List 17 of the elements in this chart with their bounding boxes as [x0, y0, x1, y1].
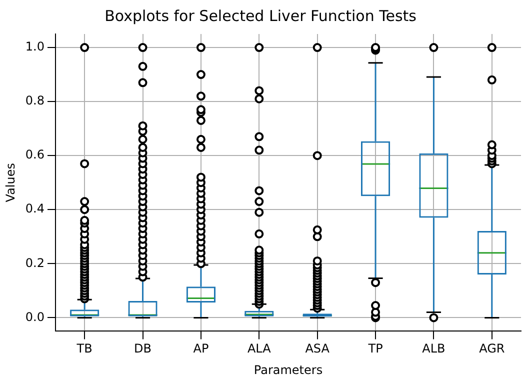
- y-tick-label: 0.4: [25, 202, 44, 216]
- x-tick-label: TP: [367, 342, 383, 356]
- x-tick-label: DB: [134, 342, 152, 356]
- y-tick-label: 0.8: [25, 94, 44, 108]
- x-axis-title: Parameters: [254, 362, 323, 377]
- x-tick-label: AGR: [479, 342, 505, 356]
- y-tick-label: 0.2: [25, 256, 44, 270]
- y-tick-label: 0.6: [25, 148, 44, 162]
- y-axis-title: Values: [3, 162, 18, 202]
- x-tick-label: ASA: [305, 342, 330, 356]
- y-tick-label: 0.0: [25, 310, 44, 324]
- x-tick-label: AP: [193, 342, 209, 356]
- y-tick-label: 1.0: [25, 40, 44, 54]
- x-tick-label: TB: [76, 342, 92, 356]
- chart-title: Boxplots for Selected Liver Function Tests: [104, 6, 417, 25]
- x-tick-label: ALB: [422, 342, 446, 356]
- x-tick-label: ALA: [247, 342, 272, 356]
